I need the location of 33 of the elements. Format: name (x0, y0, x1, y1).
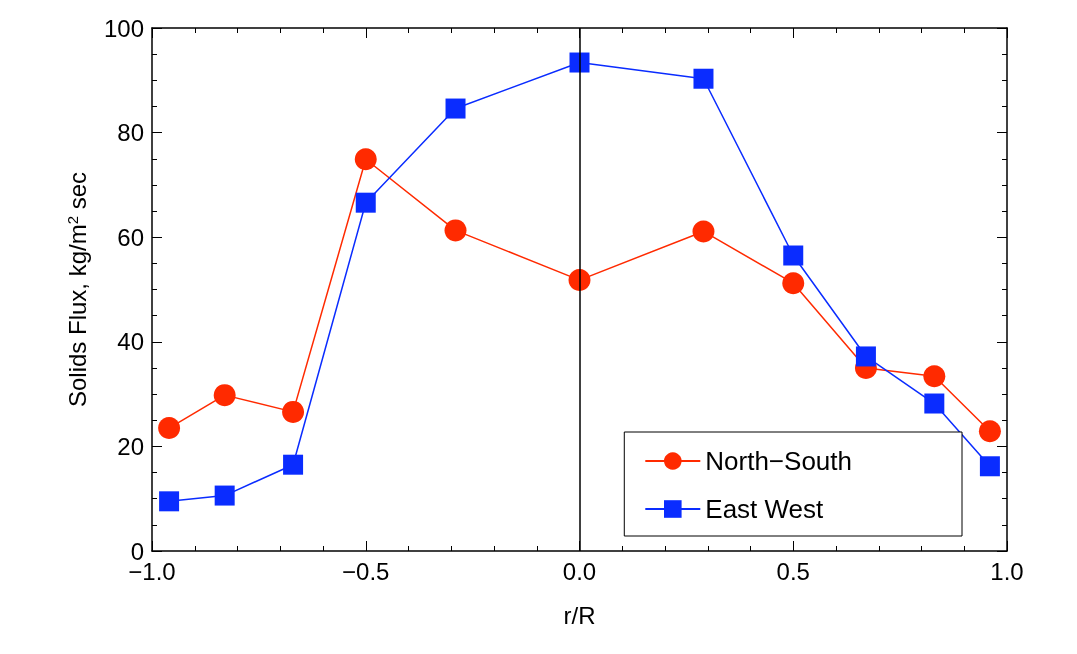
point (354, 148, 377, 171)
point (445, 98, 466, 119)
y-tick-label: 40 (117, 328, 144, 356)
point (692, 220, 715, 243)
point (282, 400, 305, 423)
y-tick-label: 60 (117, 223, 144, 251)
x-tick-label: −0.5 (342, 557, 390, 585)
point (855, 346, 876, 367)
point (444, 219, 467, 242)
x-tick-label: 0.0 (562, 557, 597, 585)
legend-label: East West (705, 494, 825, 524)
point (923, 365, 946, 388)
x-tick-label: 0.5 (776, 557, 810, 585)
x-tick-label: 1.0 (990, 557, 1024, 585)
point (924, 393, 945, 414)
point (979, 456, 1000, 477)
point (783, 245, 804, 266)
point (978, 420, 1001, 443)
y-tick-label: 80 (117, 119, 144, 147)
point (693, 68, 714, 89)
point (283, 454, 304, 475)
y-tick-label: 20 (117, 432, 144, 460)
x-axis-title: r/R (563, 601, 596, 629)
y-axis-title: Solids Flux, kg/m2 sec (64, 171, 91, 408)
point (158, 417, 181, 440)
legend-label: North−South (705, 446, 853, 476)
point (569, 52, 590, 73)
point (782, 272, 805, 295)
point (355, 192, 376, 213)
y-tick-label: 100 (103, 14, 144, 42)
point (213, 384, 236, 407)
point (214, 485, 235, 506)
point (159, 491, 180, 512)
